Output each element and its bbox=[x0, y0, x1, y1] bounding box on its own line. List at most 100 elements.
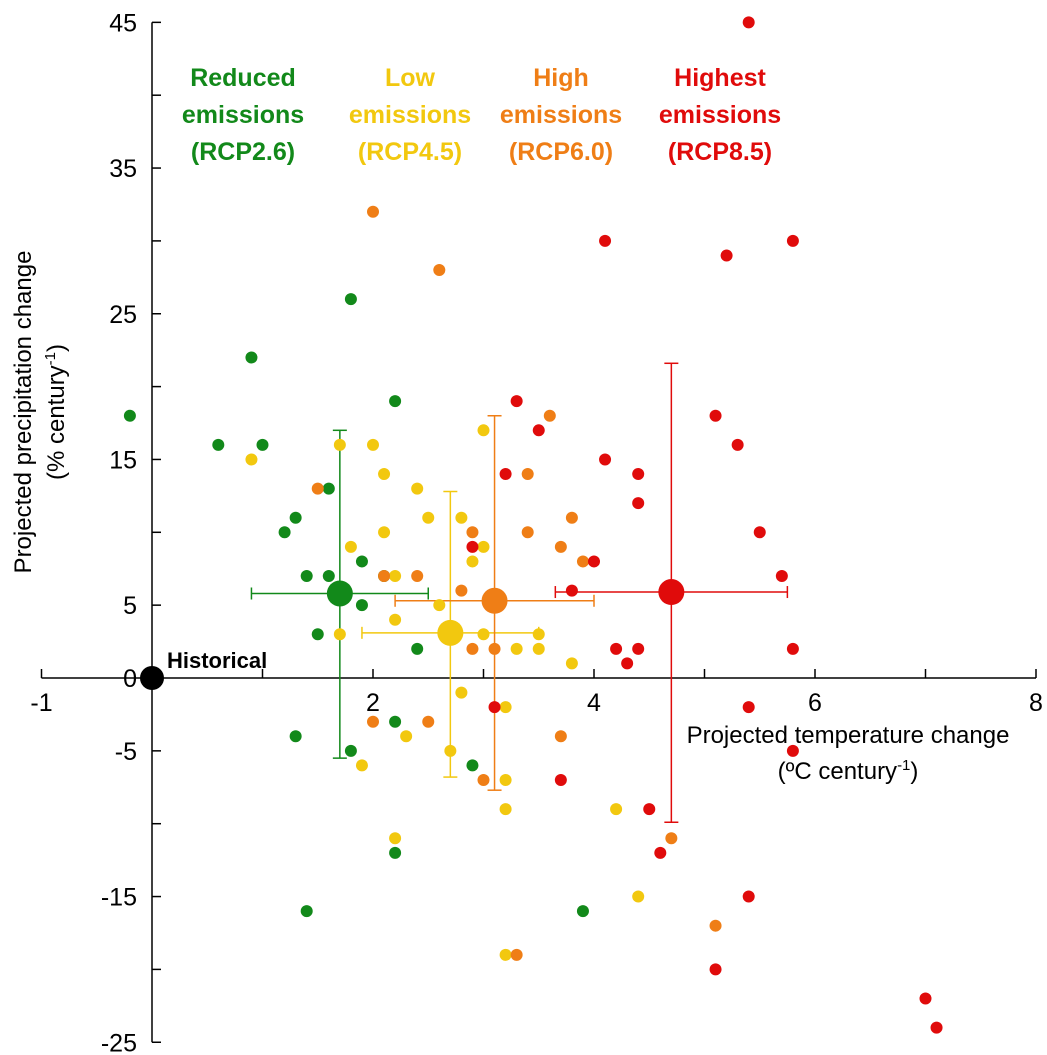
point-series-4 bbox=[588, 555, 600, 568]
x-tick-label: -1 bbox=[30, 689, 52, 717]
point-series-4 bbox=[599, 453, 612, 466]
point-series-4 bbox=[621, 657, 634, 670]
point-series-4 bbox=[709, 963, 722, 976]
x-axis-unit: (ºC century-1) bbox=[778, 757, 919, 785]
point-series-3 bbox=[455, 584, 468, 597]
point-series-4 bbox=[599, 234, 612, 247]
point-series-4 bbox=[643, 803, 656, 816]
mean-markers bbox=[140, 579, 685, 690]
point-series-2 bbox=[444, 744, 457, 757]
point-series-2 bbox=[245, 453, 258, 466]
point-series-3 bbox=[477, 773, 490, 786]
point-series-4 bbox=[786, 234, 799, 247]
point-series-4 bbox=[930, 1021, 943, 1034]
x-tick-label: 2 bbox=[366, 689, 380, 717]
point-series-1 bbox=[344, 293, 357, 306]
point-series-2 bbox=[333, 628, 346, 641]
point-series-1 bbox=[300, 905, 313, 918]
point-series-3 bbox=[554, 730, 567, 743]
point-series-2 bbox=[378, 468, 391, 481]
point-series-4 bbox=[466, 540, 479, 553]
point-series-1 bbox=[300, 570, 313, 583]
point-series-2 bbox=[632, 890, 645, 903]
data-points bbox=[123, 16, 943, 1034]
point-series-1 bbox=[245, 351, 258, 364]
point-series-2 bbox=[422, 511, 435, 524]
point-series-2 bbox=[355, 759, 368, 772]
point-series-3 bbox=[565, 511, 578, 524]
point-series-4 bbox=[919, 992, 932, 1005]
point-series-1 bbox=[311, 628, 324, 641]
legend-label-series-2: (RCP4.5) bbox=[358, 138, 462, 166]
legend: Reduced emissions (RCP2.6) Low emissions (RCP… bbox=[182, 64, 781, 166]
point-series-3 bbox=[433, 264, 446, 277]
point-series-2 bbox=[400, 730, 413, 743]
point-series-4 bbox=[786, 744, 799, 757]
point-series-3 bbox=[576, 555, 589, 568]
legend-label-series-1: Reduced bbox=[190, 64, 296, 92]
point-series-2 bbox=[455, 686, 468, 699]
point-series-2 bbox=[565, 657, 578, 670]
point-series-3 bbox=[411, 570, 424, 583]
point-series-4 bbox=[742, 890, 755, 903]
point-series-1 bbox=[389, 715, 402, 728]
y-tick-label: 5 bbox=[123, 592, 137, 620]
point-series-3 bbox=[521, 468, 534, 481]
y-axis-unit: (% century-1) bbox=[42, 344, 70, 480]
point-series-3 bbox=[466, 526, 479, 539]
y-axis-title: Projected precipitation change bbox=[10, 251, 37, 574]
point-series-1 bbox=[466, 759, 479, 772]
legend-label-series-4: (RCP8.5) bbox=[668, 138, 772, 166]
point-series-1 bbox=[289, 511, 302, 524]
point-series-1 bbox=[322, 570, 335, 583]
point-series-4 bbox=[753, 526, 766, 539]
point-series-2 bbox=[510, 642, 523, 655]
legend-label-series-3: High bbox=[533, 64, 589, 92]
y-tick-label: 45 bbox=[109, 9, 137, 37]
point-series-3 bbox=[521, 526, 534, 539]
point-series-1 bbox=[411, 642, 424, 655]
point-series-2 bbox=[433, 599, 446, 612]
point-series-3 bbox=[378, 570, 391, 583]
legend-label-series-4: Highest bbox=[674, 64, 766, 92]
point-series-2 bbox=[389, 832, 402, 845]
point-series-4 bbox=[731, 438, 744, 451]
point-series-3 bbox=[367, 205, 379, 218]
mean-marker-series-2 bbox=[437, 619, 464, 646]
legend-label-series-1: (RCP2.6) bbox=[191, 138, 295, 166]
point-series-2 bbox=[499, 948, 512, 961]
point-series-2 bbox=[378, 526, 391, 539]
x-tick-label: 6 bbox=[808, 689, 822, 717]
point-series-4 bbox=[709, 409, 722, 422]
point-series-3 bbox=[510, 948, 523, 961]
point-series-1 bbox=[212, 438, 225, 451]
point-series-2 bbox=[389, 570, 402, 583]
point-series-1 bbox=[355, 555, 368, 568]
point-series-2 bbox=[333, 438, 346, 451]
point-series-2 bbox=[477, 628, 490, 641]
point-series-3 bbox=[554, 540, 567, 553]
legend-label-series-3: emissions bbox=[500, 101, 622, 129]
mean-marker-series-1 bbox=[326, 580, 353, 607]
point-series-4 bbox=[610, 642, 623, 655]
point-series-4 bbox=[632, 468, 645, 481]
historical-label: Historical bbox=[167, 648, 267, 673]
point-series-1 bbox=[123, 409, 136, 422]
point-series-2 bbox=[477, 540, 490, 553]
legend-label-series-1: emissions bbox=[182, 101, 304, 129]
point-series-1 bbox=[278, 526, 291, 539]
point-series-4 bbox=[632, 497, 645, 510]
point-series-4 bbox=[742, 16, 755, 29]
point-series-4 bbox=[654, 846, 667, 859]
y-tick-label: 0 bbox=[123, 665, 137, 693]
point-series-2 bbox=[411, 482, 424, 495]
x-tick-label: 8 bbox=[1029, 689, 1043, 717]
point-series-3 bbox=[422, 715, 435, 728]
point-series-1 bbox=[289, 730, 302, 743]
point-series-1 bbox=[344, 744, 357, 757]
point-series-3 bbox=[311, 482, 324, 495]
y-tick-label: -25 bbox=[101, 1029, 137, 1055]
mean-marker-series-3 bbox=[481, 587, 508, 614]
legend-label-series-2: emissions bbox=[349, 101, 471, 129]
point-series-2 bbox=[610, 803, 623, 816]
